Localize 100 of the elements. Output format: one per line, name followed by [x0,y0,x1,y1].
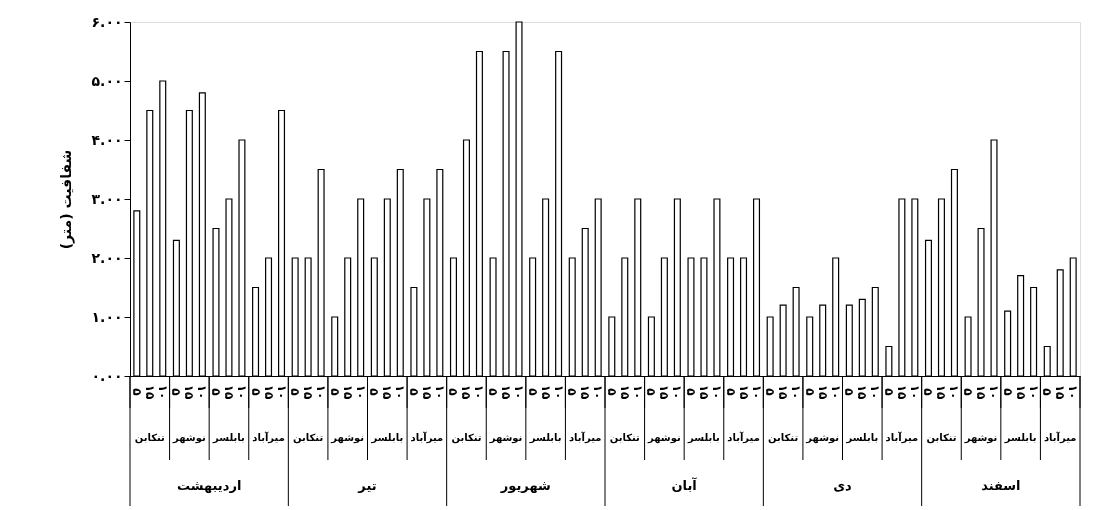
x-tick-label: میرآباد [727,430,760,444]
text: ۵ [723,388,738,396]
text: ۱۵ [301,384,316,400]
x-tick-label: تنکابن [293,431,324,444]
text: ۱۵ [736,384,751,400]
text: ۱۰ [234,384,249,400]
text: ۱۰ [749,384,764,400]
text: ۱۵ [815,384,830,400]
x-tick-label: نوشهر [647,431,681,444]
x-tick-label: نوشهر [805,431,840,444]
x-tick-label: میرآباد [410,430,444,444]
x-tick-label: تنکابن [451,431,482,444]
text: ۱۰ [789,384,804,400]
text: ۵ [1040,388,1055,396]
text: ۵ [208,388,223,396]
text: ۱۰ [1026,384,1041,400]
text: ۵ [565,388,580,396]
text: ۵ [248,388,263,396]
y-tick-label: ۲.۰۰ [91,249,123,266]
text: ۱۰ [1066,384,1081,400]
text: ۱۵ [934,384,949,400]
x-tick-label: بابلسر [845,431,879,444]
text: ۱۵ [617,384,632,400]
x-tick-label: تنکابن [926,431,957,444]
text: اردیبهشت [176,478,242,493]
x-tick-label: میرآباد [568,430,602,444]
text: ۱۰ [630,384,645,400]
text: ۱۵ [538,384,553,400]
y-tick-label: ۴.۰۰ [91,131,123,148]
text: ۱۵ [261,384,276,400]
text: ۱۰ [155,384,170,400]
text: ۱۰ [393,384,408,400]
text: ۱۰ [987,384,1002,400]
text: ۱۰ [353,384,368,400]
text: ۱۰ [432,384,447,400]
x-tick-label: تنکابن [609,431,641,444]
text: ۱۰ [828,384,843,400]
y-tick-label: ۶.۰۰ [91,13,123,30]
text: ۵ [842,388,857,396]
text: ۱۵ [657,384,672,400]
text: ۵ [604,388,619,396]
text: ۱۰ [868,384,883,400]
text: ۱۵ [380,384,395,400]
y-tick-label: ۵.۰۰ [91,72,123,89]
y-tick-label: ۰.۰۰ [91,367,123,384]
text: ۱۰ [472,384,487,400]
text: ۵ [288,388,303,396]
x-tick-label: میرآباد [252,430,285,444]
text: ۱۰ [591,384,606,400]
text: ۱۰ [512,384,527,400]
text: ۱۵ [419,384,434,400]
text: ۱۵ [776,384,791,400]
x-tick-label: میرآباد [1043,430,1077,444]
text: ۵ [961,388,976,396]
text: ۱۵ [340,384,355,400]
text: ۵ [525,388,540,396]
text: ۱۵ [221,384,236,400]
text: ۵ [486,388,501,396]
text: ۵ [327,388,342,396]
y-tick-label: ۱.۰۰ [91,308,123,325]
text: ۱۵ [499,384,514,400]
x-tick-label: بابلسر [687,431,720,444]
x-tick-label: نوشهر [963,431,998,444]
text: شهریور [499,478,551,493]
text: ۵ [802,388,817,396]
x-tick-label: تنکابن [134,431,166,444]
text: ۱۵ [182,384,197,400]
text: ۱۰ [551,384,566,400]
text: ۱۰ [947,384,962,400]
text: ۱۰ [314,384,329,400]
text: ۱۵ [855,384,870,400]
text: ۵ [1000,388,1015,396]
text: ۱۵ [894,384,909,400]
text: دی [833,478,853,493]
text: ۱۰ [670,384,685,400]
text: ۱۰ [195,384,210,400]
x-tick-label: بابلسر [1003,431,1037,444]
text: ۱۵ [974,384,989,400]
text: ۱۰ [907,384,922,400]
y-axis-title: شفافیت (متر) [57,149,75,250]
text: ۱۵ [459,384,474,400]
text: ۵ [763,388,778,396]
text: ۱۵ [1053,384,1068,400]
text: ۱۵ [696,384,711,400]
x-tick-label: بابلسر [212,431,245,444]
text: ۵ [406,388,421,396]
text: ۱۰ [274,384,289,400]
x-tick-label: تنکابن [768,431,799,444]
text: ۵ [683,388,698,396]
x-tick-label: میرآباد [885,430,919,444]
text: ۵ [367,388,382,396]
x-tick-label: بابلسر [370,431,404,444]
y-tick-label: ۳.۰۰ [91,190,123,207]
text: ۵ [169,388,184,396]
text: اسفند [981,478,1021,493]
text: ۱۵ [1013,384,1028,400]
text: ۱۵ [142,384,157,400]
text: ۱۰ [709,384,724,400]
x-tick-label: نوشهر [172,431,206,444]
x-tick-label: نوشهر [330,431,365,444]
